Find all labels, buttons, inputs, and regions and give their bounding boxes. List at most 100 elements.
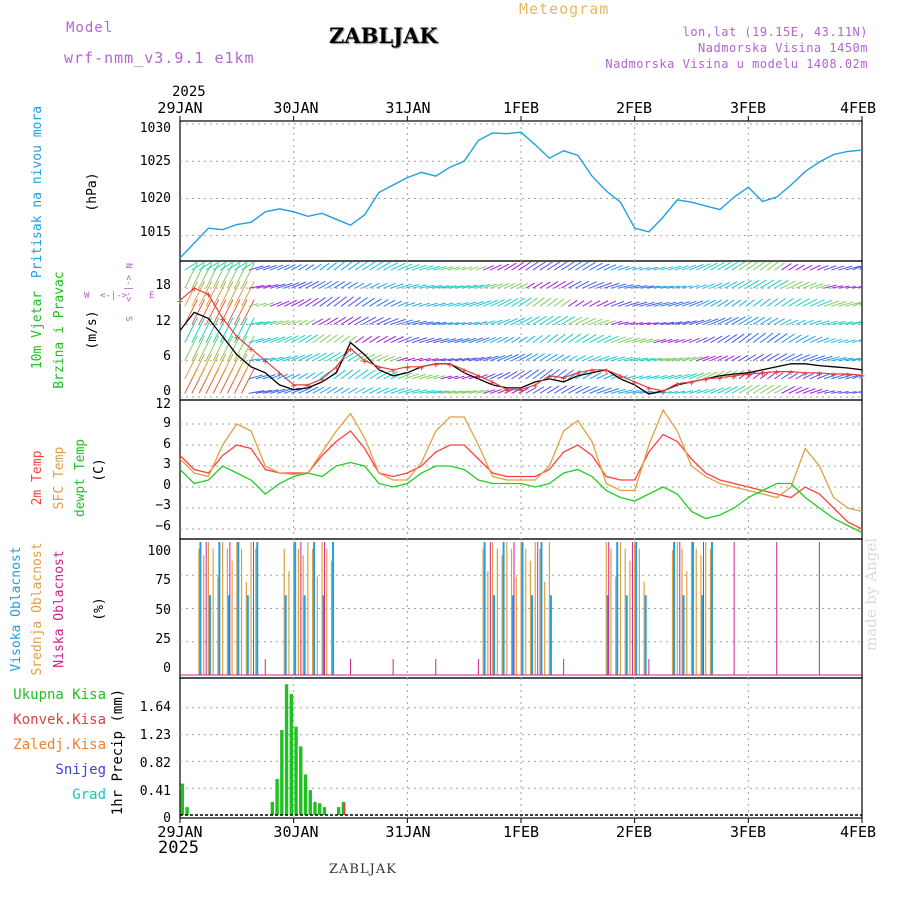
wind-arrow — [703, 319, 718, 325]
wind-arrow — [291, 282, 306, 288]
wind-gust-marker: + — [475, 372, 481, 383]
wind-arrow — [348, 388, 357, 393]
wind-arrow — [185, 354, 198, 379]
wind-arrow — [710, 262, 724, 270]
wind-gust-marker: + — [276, 369, 282, 380]
wind-arrows — [185, 262, 861, 393]
year-bottom: 2025 — [158, 838, 199, 858]
precip-tick: 0.41 — [140, 784, 171, 799]
precip-bar — [336, 807, 341, 815]
precip-bar — [284, 684, 289, 815]
wind-arrow — [689, 264, 703, 270]
wind-arrow — [206, 336, 219, 361]
wind-arrow — [298, 387, 311, 393]
wind-arrow — [306, 354, 320, 361]
wind-arrow — [249, 322, 264, 325]
wind-arrow — [604, 283, 619, 288]
wind-arrow — [682, 357, 696, 361]
wind-arrow — [476, 284, 490, 288]
wind-arrow — [689, 320, 704, 324]
wind-arrow — [440, 286, 456, 288]
legend-snow: Snijeg — [55, 762, 106, 778]
wind-arrow — [526, 336, 535, 343]
wind-gust-marker: + — [674, 380, 680, 391]
wind-arrow — [405, 303, 415, 307]
wind-arrow — [590, 263, 603, 270]
wind-arrow — [341, 317, 353, 324]
wind-arrow — [341, 262, 352, 270]
wind-arrow — [256, 322, 270, 325]
wind-arrow — [455, 267, 466, 270]
wind-arrow — [369, 370, 383, 378]
wind-arrow — [526, 370, 539, 379]
wind-arrow — [625, 322, 635, 324]
wind-arrow — [199, 336, 212, 361]
wind-arrow — [625, 285, 640, 288]
wind-arrow — [732, 334, 744, 343]
wind-arrow — [583, 335, 597, 343]
wind-gust-marker: + — [433, 360, 439, 371]
wind-arrow — [668, 391, 678, 393]
wind-arrow — [611, 321, 622, 324]
bottom-date-label: 30JAN — [273, 823, 318, 841]
wind-arrow — [426, 391, 442, 394]
wind-arrow — [306, 335, 318, 343]
wind-arrow — [249, 375, 263, 379]
wind-arrow — [185, 336, 198, 361]
wind-arrow — [497, 319, 510, 324]
wind-arrow — [604, 374, 615, 379]
wind-arrow — [341, 282, 351, 288]
wind-arrow — [746, 385, 760, 393]
pressure-tick: 1025 — [140, 154, 171, 169]
wind-arrow — [391, 389, 405, 394]
wind-arrow — [348, 262, 360, 270]
wind-arrow — [703, 372, 717, 379]
wind-arrow — [689, 373, 704, 379]
wind-arrow — [590, 301, 600, 307]
wind-arrow — [369, 336, 379, 342]
wind-arrow — [369, 283, 379, 288]
wind-gust-marker: + — [603, 366, 609, 377]
wind-arrow — [455, 358, 470, 361]
wind-arrow — [320, 297, 333, 306]
wind-arrow — [732, 317, 745, 325]
wind-arrow — [838, 302, 853, 306]
wind-arrow — [377, 355, 389, 360]
wind-arrow — [483, 284, 496, 288]
cloud-unit: (%) — [92, 597, 107, 620]
wind-arrow — [185, 318, 198, 343]
wind-gust-marker: + — [774, 368, 780, 379]
wind-arrow — [263, 321, 276, 324]
wind-arrow — [334, 297, 347, 307]
wind-arrow — [320, 353, 334, 361]
wind-arrow — [689, 338, 699, 342]
wind-gust-marker: + — [390, 366, 396, 377]
precip-bar — [318, 803, 322, 815]
wind-arrow — [604, 321, 616, 325]
wind-arrow — [440, 323, 452, 325]
wind-arrow — [220, 300, 233, 325]
wind-arrow — [213, 336, 226, 361]
cloud-ylabel-3: Niska Oblacnost — [52, 550, 67, 667]
wind-arrow — [668, 286, 680, 288]
wind-arrow — [725, 262, 738, 270]
precip-bar — [343, 803, 346, 815]
wind-arrow — [298, 354, 312, 360]
wind-gust-marker: + — [177, 296, 183, 307]
wind-rose-south: S — [123, 316, 133, 321]
bottom-date-label: 3FEB — [730, 823, 766, 841]
wind-arrow — [242, 263, 255, 288]
precip-bar — [294, 726, 298, 815]
wind-arrow — [497, 337, 508, 343]
wind-arrow — [504, 319, 517, 325]
wind-gust-marker: + — [248, 345, 254, 356]
wind-arrow — [433, 286, 449, 288]
wind-arrow — [789, 299, 802, 307]
wind-arrow — [561, 300, 570, 307]
wind-arrow — [654, 358, 670, 360]
wind-arrow — [220, 336, 233, 361]
wind-arrow — [490, 284, 503, 288]
wind-arrow — [632, 339, 646, 343]
wind-gust-marker: + — [376, 363, 382, 374]
grid-lines — [180, 121, 862, 818]
